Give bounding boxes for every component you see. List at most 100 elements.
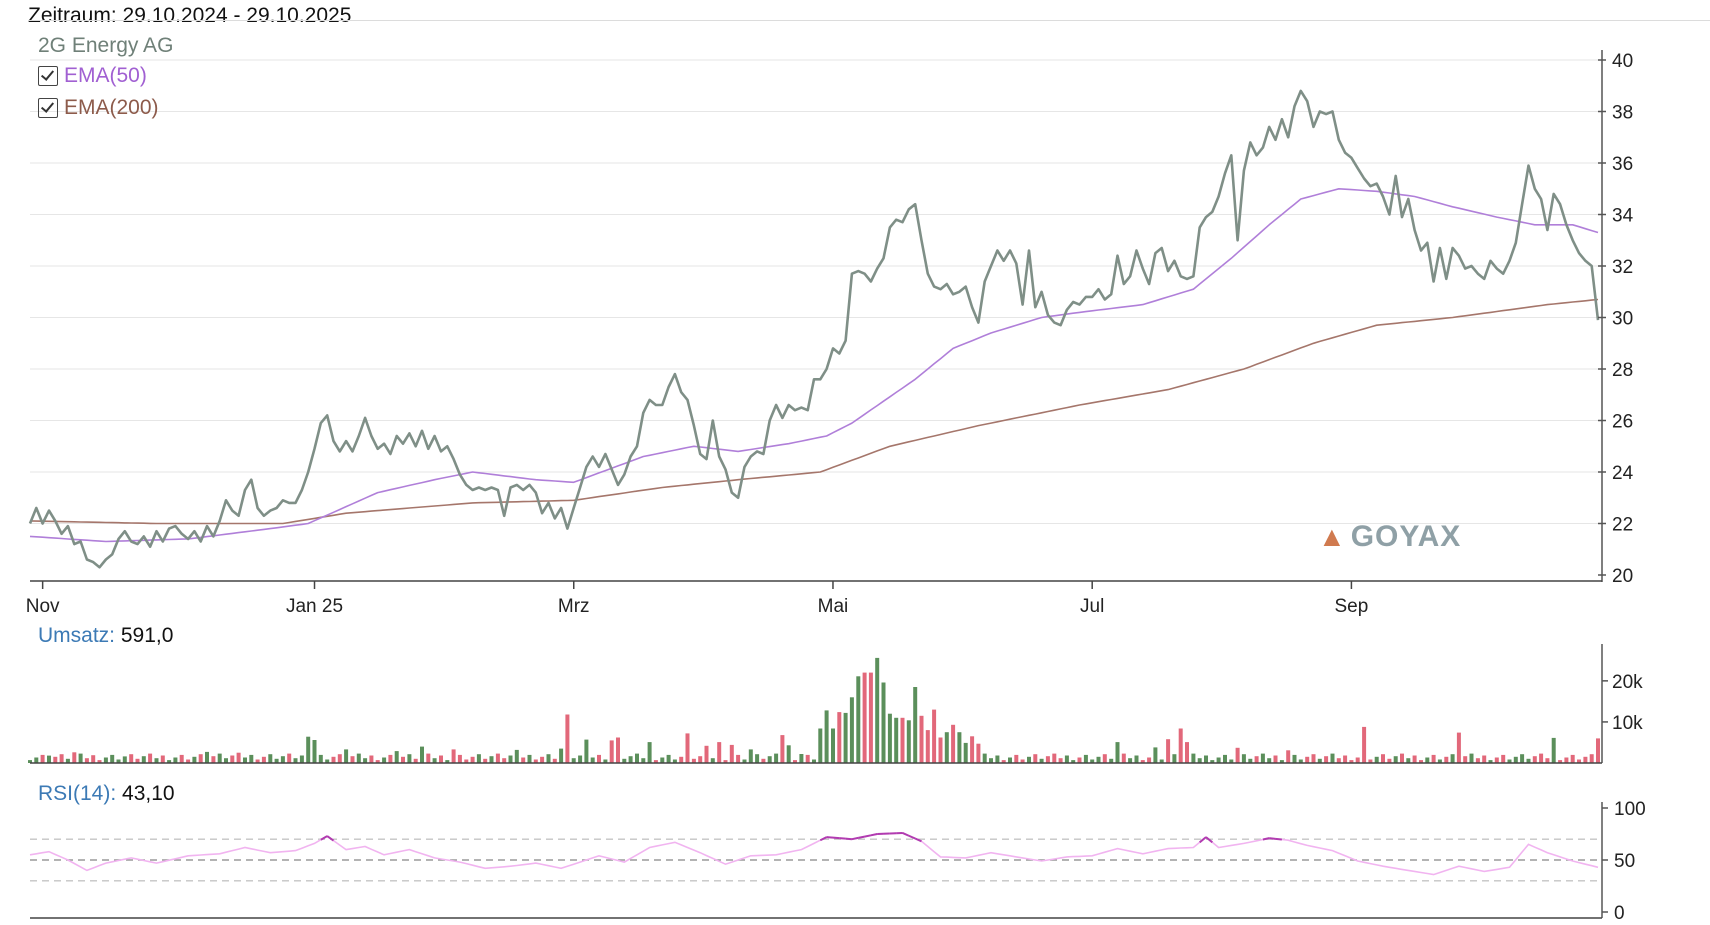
volume-bar <box>1216 757 1221 763</box>
volume-bar <box>774 753 779 763</box>
volume-bar <box>875 657 880 763</box>
volume-bar <box>616 737 620 763</box>
volume-bar <box>900 717 905 763</box>
volume-bar <box>1178 728 1183 763</box>
volume-bar <box>1469 753 1474 763</box>
volume-bar <box>723 760 728 763</box>
y-tick-label: 38 <box>1612 103 1633 124</box>
legend-ema200-label: EMA(200) <box>64 96 159 119</box>
volume-bar <box>1526 758 1531 763</box>
volume-bar <box>856 676 861 763</box>
volume-bar <box>97 760 102 763</box>
date-range-label: Zeitraum: 29.10.2024 - 29.10.2025 <box>28 4 352 27</box>
rsi-overbought-segment <box>1199 836 1207 844</box>
rsi-overbought-segment <box>1262 837 1270 841</box>
volume-bar <box>1400 753 1404 763</box>
volume-bar <box>818 728 823 763</box>
volume-bar <box>584 739 589 763</box>
volume-bar <box>420 746 424 763</box>
volume-bar <box>470 756 475 763</box>
header-divider <box>28 20 1710 21</box>
volume-bar <box>603 759 608 763</box>
volume-bar <box>1513 756 1518 763</box>
y-tick-label: 28 <box>1612 360 1633 381</box>
y-tick-label: 34 <box>1612 206 1634 227</box>
volume-bar <box>1463 756 1468 763</box>
volume-bar <box>1033 754 1038 763</box>
volume-bar <box>1185 742 1189 763</box>
volume-bar <box>1077 757 1082 763</box>
rsi-label: RSI(14): 43,10 <box>38 782 175 806</box>
volume-bar <box>1134 755 1139 763</box>
volume-bar <box>635 753 639 763</box>
volume-bar <box>375 760 380 763</box>
ema50-checkbox[interactable] <box>38 66 58 86</box>
volume-bar <box>1008 757 1012 763</box>
volume-bar <box>508 755 513 763</box>
volume-bar <box>837 712 842 763</box>
legend-item-ema200[interactable]: EMA(200) <box>38 96 159 120</box>
volume-bar <box>34 757 39 763</box>
volume-bar <box>906 720 911 763</box>
rsi-overbought-segment <box>851 836 859 841</box>
volume-bar <box>597 754 601 763</box>
volume-bar <box>186 759 191 763</box>
volume-bar <box>1343 755 1348 763</box>
volume-bar <box>135 758 140 763</box>
volume-bar <box>1153 747 1158 763</box>
legend-item-ema50[interactable]: EMA(50) <box>38 64 147 88</box>
volume-bar <box>805 754 810 763</box>
volume-y-tick-label: 10k <box>1612 713 1643 734</box>
volume-bar <box>331 756 336 763</box>
volume-bar <box>729 744 734 763</box>
volume-bar <box>1330 753 1335 763</box>
volume-bar <box>748 749 753 763</box>
volume-bar <box>451 749 456 763</box>
volume-bar <box>780 735 785 763</box>
volume-bar <box>755 754 760 763</box>
volume-bar <box>1368 759 1373 763</box>
volume-bar <box>154 758 159 763</box>
volume-bar <box>698 756 703 763</box>
y-tick-label: 32 <box>1612 257 1633 278</box>
volume-bar <box>970 736 975 763</box>
volume-bar <box>356 753 361 763</box>
volume-bar <box>179 754 184 763</box>
ema50-line <box>29 188 1599 543</box>
volume-bar <box>280 756 285 763</box>
volume-bar <box>742 759 747 763</box>
volume-bar <box>1596 738 1600 763</box>
rsi-overbought-segment <box>1269 837 1276 840</box>
volume-bar <box>369 755 374 763</box>
volume-bar <box>944 732 949 763</box>
volume-bar <box>192 756 197 763</box>
volume-bar <box>457 754 462 763</box>
goyax-logo: ▲ GOYAX <box>1318 520 1461 554</box>
volume-bar <box>540 756 545 763</box>
volume-bar <box>666 754 671 763</box>
volume-bar <box>1425 757 1430 763</box>
rsi-overbought-segment <box>1275 837 1282 841</box>
y-tick-label: 40 <box>1612 51 1633 72</box>
volume-bar <box>812 759 816 763</box>
volume-bar <box>925 730 930 763</box>
volume-bar <box>685 733 690 763</box>
volume-bar <box>129 754 134 763</box>
y-tick-label: 36 <box>1612 154 1633 175</box>
volume-bar <box>1355 757 1360 763</box>
volume-bar <box>1090 759 1095 763</box>
volume-bar <box>1437 759 1442 763</box>
volume-bar <box>1229 759 1234 763</box>
volume-bar <box>47 755 51 763</box>
volume-chart: 20k 10k <box>28 644 1643 764</box>
volume-bar <box>736 754 741 763</box>
volume-bar <box>432 758 437 763</box>
y-tick-label: 20 <box>1612 566 1633 587</box>
volume-bar <box>1241 754 1246 763</box>
price-axes: 20 22 24 26 28 30 32 34 36 38 40 Nov Jan 25 Mrz Mai Jul… <box>26 50 1634 617</box>
ema200-checkbox[interactable] <box>38 98 58 118</box>
volume-bar <box>932 709 937 763</box>
volume-bar <box>679 756 684 763</box>
volume-bar <box>53 756 58 763</box>
ema200-line <box>29 298 1599 525</box>
